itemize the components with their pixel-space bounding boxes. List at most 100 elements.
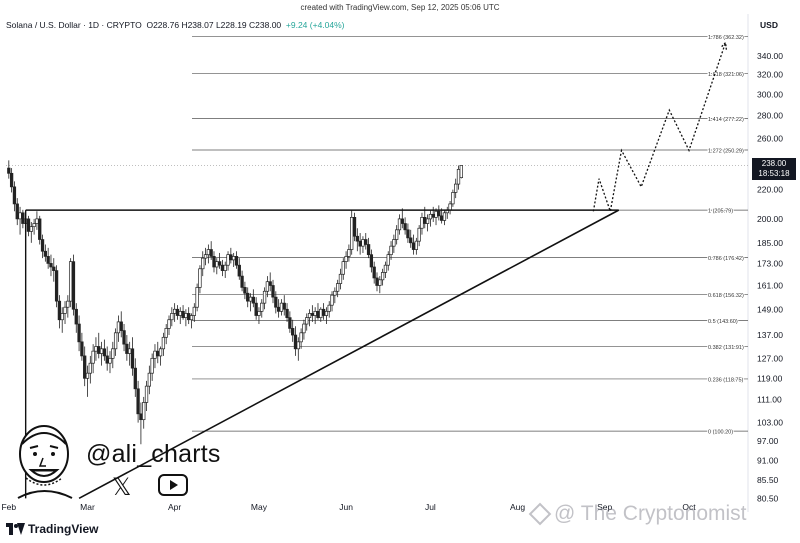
candle-up [111, 348, 115, 359]
candle-up [262, 290, 267, 304]
candle-up [85, 372, 90, 379]
candle-down [130, 348, 135, 369]
y-tick-label: 320.00 [757, 70, 783, 80]
candle-down [38, 218, 42, 240]
candle-down [229, 254, 233, 261]
y-tick-label: 137.00 [757, 330, 783, 340]
candle-up [226, 254, 230, 266]
cartoon-avatar-icon [17, 425, 73, 499]
candle-down [136, 388, 140, 415]
candle-up [414, 240, 418, 250]
candle-up [378, 279, 382, 286]
candle-up [336, 283, 340, 292]
candle-up [223, 264, 227, 271]
candle-up [442, 212, 447, 221]
candle-down [366, 244, 371, 256]
candle-down [276, 306, 281, 312]
candle-down [285, 308, 289, 318]
candle-up [99, 348, 104, 354]
candle-up [116, 321, 121, 334]
fib-level-label: 1.414 (277.22) [708, 117, 744, 123]
x-tick-label: Mar [80, 502, 95, 512]
candle-down [217, 261, 222, 266]
candle-up [184, 313, 188, 318]
candle-down [175, 308, 180, 316]
candle-up [189, 315, 194, 321]
candle-up [279, 302, 284, 312]
y-tick-label: 173.00 [757, 258, 783, 268]
fib-level-label: 0.786 (176.42) [708, 256, 744, 262]
candle-up [153, 350, 157, 359]
fib-level-label: 1.786 (362.32) [708, 35, 744, 41]
candle-down [74, 308, 78, 325]
candle-up [307, 313, 312, 318]
candle-up [164, 328, 168, 338]
candle-up [232, 256, 236, 261]
candle-up [265, 281, 270, 292]
candle-down [243, 287, 247, 294]
candle-up [248, 296, 253, 302]
candle-down [246, 292, 250, 302]
candle-up [319, 308, 323, 318]
candle-up [161, 336, 166, 350]
x-tick-label: Oct [682, 502, 696, 512]
candle-up [330, 294, 334, 306]
candle-down [409, 237, 413, 244]
candle-up [260, 302, 264, 312]
y-tick-label: 260.00 [757, 133, 783, 143]
tradingview-logo[interactable]: TradingView [6, 522, 98, 536]
candle-up [108, 357, 112, 364]
candle-up [68, 261, 73, 302]
candle-up [299, 332, 303, 343]
candle-down [156, 350, 160, 357]
candle-up [361, 239, 365, 247]
candle-down [355, 235, 359, 242]
y-tick-label: 97.00 [757, 436, 779, 446]
candle-down [423, 217, 427, 224]
candle-up [305, 317, 309, 325]
y-tick-label: 119.00 [757, 373, 783, 383]
candle-up [88, 362, 92, 374]
candle-down [71, 261, 76, 310]
y-tick-label: 127.00 [757, 353, 783, 363]
candle-up [63, 306, 67, 314]
candle-down [97, 346, 101, 354]
y-tick-label: 103.00 [757, 418, 783, 428]
candle-up [147, 372, 151, 387]
y-tick-label: 161.00 [757, 280, 783, 290]
candle-down [364, 239, 368, 245]
candle-up [60, 313, 64, 321]
candle-down [52, 266, 56, 271]
symbol-info: Solana / U.S. Dollar · 1D · CRYPTO O228.… [6, 20, 345, 30]
candle-down [291, 328, 295, 336]
fib-level-label: 0.5 (143.60) [708, 319, 738, 325]
candle-down [83, 355, 87, 379]
candle-down [80, 341, 84, 357]
candle-down [9, 172, 14, 188]
candle-up [338, 273, 343, 284]
y-tick-label: 91.00 [757, 456, 779, 466]
author-handle: @ali_charts [86, 440, 221, 468]
fib-level-label: 0 (100.20) [708, 430, 733, 436]
candle-up [167, 319, 171, 329]
candle-up [32, 223, 36, 228]
candle-up [347, 249, 351, 257]
youtube-icon [158, 474, 188, 496]
candle-up [395, 229, 399, 240]
candle-down [271, 285, 275, 298]
fib-level-label: 1.618 (321.06) [708, 72, 744, 78]
y-tick-label: 149.00 [757, 304, 783, 314]
candle-up [392, 239, 396, 247]
candle-up [128, 348, 132, 354]
candle-up [215, 261, 219, 268]
candle-down [268, 281, 272, 286]
x-tick-label: Apr [168, 502, 181, 512]
candle-down [375, 277, 379, 286]
candle-down [40, 239, 45, 252]
candle-down [358, 240, 362, 247]
candle-up [333, 290, 337, 296]
candle-down [282, 302, 286, 310]
candle-down [12, 186, 17, 205]
candle-up [425, 218, 430, 224]
